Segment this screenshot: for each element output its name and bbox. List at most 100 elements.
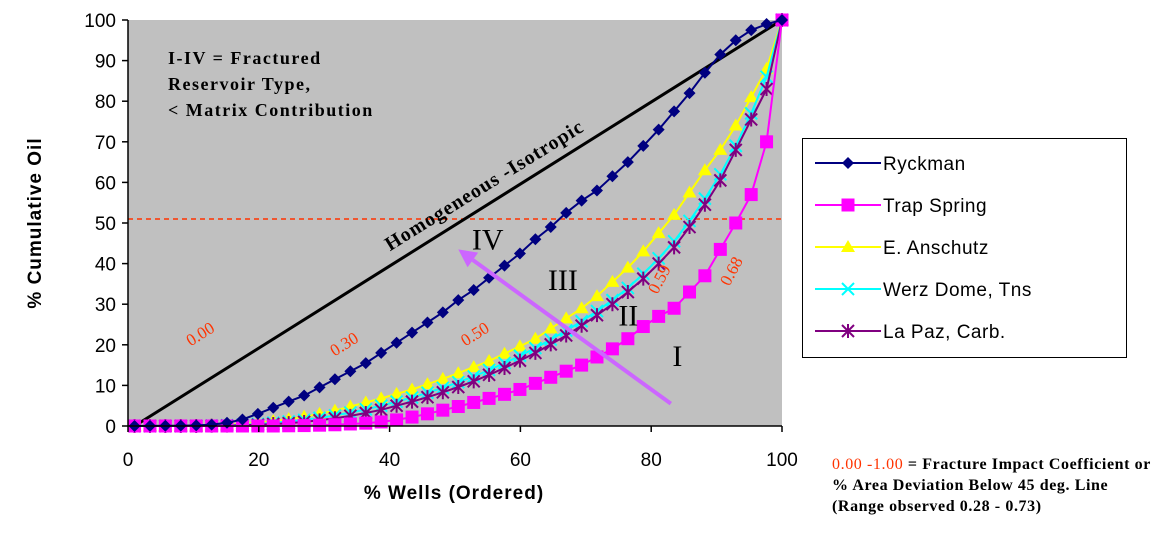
y-tick-label: 20 xyxy=(95,336,116,357)
data-point-ryckman xyxy=(529,233,542,246)
legend-item-trap-spring: Trap Spring xyxy=(815,196,987,217)
data-point-trap-spring xyxy=(374,415,388,429)
data-point-ryckman xyxy=(236,413,249,426)
legend-item-werz-dome-tns: Werz Dome, Tns xyxy=(815,280,1031,301)
homogeneous-line xyxy=(133,18,783,428)
data-point-la-paz-carb xyxy=(590,308,604,323)
data-point-ryckman xyxy=(590,184,603,197)
data-point-e-anschutz xyxy=(405,382,420,395)
coefficient-range: 0.00 -1.00 xyxy=(832,456,904,473)
data-point-trap-spring xyxy=(420,407,434,421)
data-point-ryckman xyxy=(698,66,711,79)
data-point-e-anschutz xyxy=(744,90,759,103)
x-tick-label: 40 xyxy=(379,450,400,471)
data-point-trap-spring xyxy=(713,242,727,256)
data-point-la-paz-carb xyxy=(729,142,743,157)
x-axis-title: % Wells (Ordered) xyxy=(364,483,544,504)
data-point-e-anschutz xyxy=(420,377,435,390)
data-point-ryckman xyxy=(390,336,403,349)
data-point-la-paz-carb xyxy=(636,271,650,286)
data-point-e-anschutz xyxy=(620,260,635,273)
data-point-trap-spring xyxy=(467,395,481,409)
series-ryckman xyxy=(128,14,788,432)
data-point-trap-spring xyxy=(343,417,357,431)
data-point-la-paz-carb xyxy=(759,82,774,97)
legend-label: La Paz, Carb. xyxy=(883,322,1006,343)
data-point-ryckman xyxy=(205,418,218,431)
legend-item-la-paz-carb: La Paz, Carb. xyxy=(815,322,1006,343)
data-point-la-paz-carb xyxy=(682,220,697,235)
data-point-la-paz-carb xyxy=(420,390,435,405)
y-tick-label: 90 xyxy=(95,52,116,73)
data-point-trap-spring xyxy=(436,403,450,417)
data-point-la-paz-carb xyxy=(528,345,543,360)
data-point-e-anschutz xyxy=(466,360,481,373)
data-point-trap-spring xyxy=(621,332,635,346)
data-point-ryckman xyxy=(714,48,727,61)
y-tick-label: 0 xyxy=(105,417,116,438)
y-tick-label: 70 xyxy=(95,133,116,154)
data-point-ryckman xyxy=(313,381,326,394)
data-point-trap-spring xyxy=(359,416,373,430)
data-point-trap-spring xyxy=(328,418,342,432)
data-point-ryckman xyxy=(467,283,480,296)
fracture-type-note: I-IV = Fractured Reservoir Type, < Matrix … xyxy=(168,48,374,120)
y-tick-label: 30 xyxy=(95,295,116,316)
data-point-ryckman xyxy=(282,395,295,408)
data-point-la-paz-carb xyxy=(574,318,589,333)
data-point-la-paz-carb xyxy=(466,374,481,389)
data-point-e-anschutz xyxy=(605,274,620,287)
legend-item-e-anschutz: E. Anschutz xyxy=(815,238,988,259)
legend: Ryckman Trap Spring E. Anschutz Werz Dome, … xyxy=(802,138,1127,358)
data-point-ryckman xyxy=(776,14,788,26)
data-point-la-paz-carb xyxy=(698,197,712,212)
data-point-trap-spring xyxy=(760,135,774,149)
type-direction-arrow xyxy=(458,249,672,406)
data-point-e-anschutz xyxy=(559,311,574,324)
x-tick-label: 0 xyxy=(123,450,134,471)
data-point-ryckman xyxy=(498,259,511,272)
data-point-trap-spring xyxy=(652,309,666,323)
data-point-la-paz-carb xyxy=(513,353,527,368)
legend-label: Ryckman xyxy=(883,154,966,175)
data-point-e-anschutz xyxy=(651,226,666,239)
data-point-ryckman xyxy=(544,221,557,234)
y-axis-title: % Cumulative Oil xyxy=(25,137,46,308)
reservoir-type-label: II xyxy=(618,299,638,332)
data-point-la-paz-carb xyxy=(605,297,620,312)
data-point-e-anschutz xyxy=(528,331,543,344)
data-point-la-paz-carb xyxy=(389,398,404,413)
legend-marker xyxy=(841,282,855,296)
data-point-ryckman xyxy=(328,373,341,386)
legend-marker xyxy=(841,324,855,338)
series-trap-spring xyxy=(128,13,789,433)
data-point-trap-spring xyxy=(559,364,573,378)
data-point-e-anschutz xyxy=(389,386,404,399)
x-tick-label: 60 xyxy=(510,450,531,471)
data-point-ryckman xyxy=(683,87,696,100)
data-point-trap-spring xyxy=(528,376,542,390)
data-point-e-anschutz xyxy=(374,391,389,404)
data-point-e-anschutz xyxy=(636,244,651,257)
data-point-e-anschutz xyxy=(482,354,497,367)
x-tick-label: 20 xyxy=(248,450,269,471)
legend-marker xyxy=(841,240,855,252)
fracture-type-note-line: < Matrix Contribution xyxy=(168,100,374,120)
data-point-la-paz-carb xyxy=(451,380,465,395)
data-point-e-anschutz xyxy=(713,142,728,155)
data-point-ryckman xyxy=(606,170,619,183)
data-point-ryckman xyxy=(652,123,665,136)
y-tick-label: 10 xyxy=(95,376,116,397)
data-point-ryckman xyxy=(637,139,650,152)
data-point-trap-spring xyxy=(683,285,697,299)
data-point-e-anschutz xyxy=(512,339,527,352)
data-point-la-paz-carb xyxy=(621,285,635,300)
data-point-ryckman xyxy=(251,407,264,420)
data-point-e-anschutz xyxy=(682,185,697,198)
data-point-ryckman xyxy=(436,306,449,319)
data-point-e-anschutz xyxy=(728,118,743,131)
data-point-trap-spring xyxy=(698,269,712,283)
data-point-e-anschutz xyxy=(697,163,712,176)
data-point-ryckman xyxy=(406,326,419,339)
data-point-trap-spring xyxy=(513,382,527,396)
